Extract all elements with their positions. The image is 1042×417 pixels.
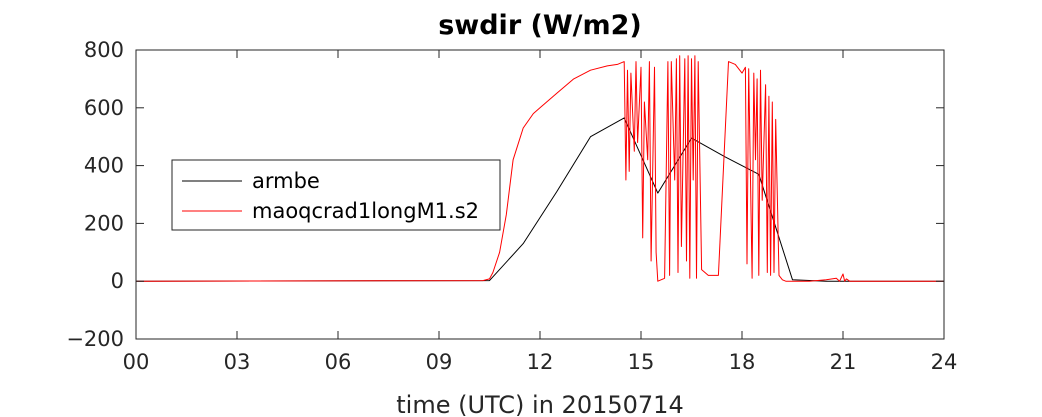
x-tick-label: 21 (830, 350, 857, 374)
series-line-0 (135, 117, 944, 282)
legend-box (171, 159, 501, 231)
y-tick-label: 600 (84, 96, 124, 120)
plot-area (135, 55, 944, 282)
legend-label-0: armbe (252, 169, 320, 193)
y-tick-label: 400 (84, 154, 124, 178)
y-tick-label: 200 (84, 211, 124, 235)
x-tick-label: 06 (325, 350, 352, 374)
legend-label-1: maoqcrad1longM1.s2 (252, 199, 479, 223)
x-tick-label: 00 (123, 350, 150, 374)
x-tick-label: 03 (224, 350, 251, 374)
legend: armbe maoqcrad1longM1.s2 (171, 159, 501, 231)
y-tick-label: 800 (84, 38, 124, 62)
axis-ticks: 00 03 06 09 12 15 18 21 24 −200 0 200 400 600 800 (66, 38, 957, 374)
y-tick-label: 0 (111, 269, 124, 293)
x-tick-label: 24 (931, 350, 958, 374)
y-tick-label: −200 (66, 327, 124, 351)
x-axis-label: time (UTC) in 20150714 (396, 391, 683, 417)
series-line-1 (135, 55, 944, 282)
x-tick-label: 15 (628, 350, 655, 374)
chart-title: swdir (W/m2) (438, 10, 642, 41)
x-tick-label: 09 (426, 350, 453, 374)
x-tick-label: 18 (729, 350, 756, 374)
x-tick-label: 12 (527, 350, 554, 374)
